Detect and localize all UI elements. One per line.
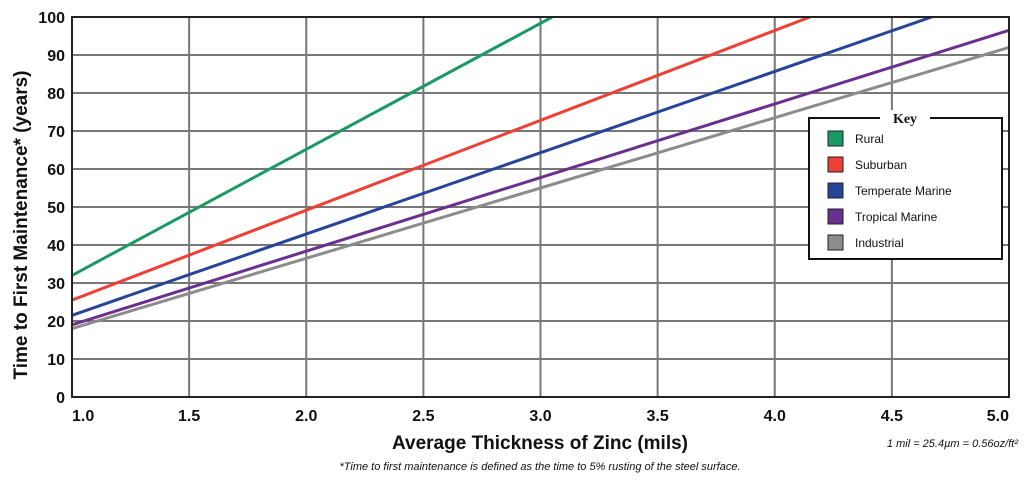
legend: Key Rural Suburban Temperate Marine Tropica… [808, 110, 1003, 260]
legend-label: Rural [855, 132, 884, 146]
plot-frame [71, 16, 1010, 398]
y-tick-label: 0 [56, 390, 65, 407]
x-tick-label: 2.0 [295, 408, 317, 425]
y-tick-labels: 0 10 20 30 40 50 60 70 80 90 100 [38, 10, 65, 407]
conversion-note: 1 mil = 25.4µm = 0.56oz/ft² [887, 438, 1018, 450]
y-axis-title: Time to First Maintenance* (years) [11, 70, 32, 379]
legend-swatch [827, 130, 844, 147]
series-line-temperate-marine [72, 17, 933, 317]
x-tick-labels: 1.0 1.5 2.0 2.5 3.0 3.5 4.0 4.5 5.0 [72, 408, 1009, 425]
legend-label: Suburban [855, 158, 907, 172]
legend-swatch [827, 156, 844, 173]
x-tick-label: 4.5 [881, 408, 903, 425]
y-tick-label: 100 [38, 10, 65, 27]
legend-title: Key [893, 112, 917, 127]
y-tick-label: 30 [47, 276, 65, 293]
legend-label: Temperate Marine [855, 184, 952, 198]
y-tick-label: 40 [47, 238, 65, 255]
legend-swatch [827, 234, 844, 251]
x-tick-label: 1.0 [72, 408, 94, 425]
x-tick-label: 1.5 [178, 408, 200, 425]
legend-swatch [827, 208, 844, 225]
series-lines [72, 17, 1009, 331]
x-tick-label: 2.5 [412, 408, 434, 425]
y-tick-label: 80 [47, 86, 65, 103]
y-tick-label: 20 [47, 314, 65, 331]
series-line-suburban [72, 17, 811, 302]
series-line-rural [72, 17, 553, 277]
legend-title-bg [880, 110, 930, 126]
footnote: *Time to first maintenance is defined as… [340, 461, 741, 473]
series-line-tropical-marine [72, 28, 1009, 327]
x-tick-label: 3.5 [647, 408, 669, 425]
y-tick-label: 10 [47, 352, 65, 369]
y-tick-label: 90 [47, 48, 65, 65]
legend-label: Tropical Marine [855, 210, 938, 224]
legend-label: Industrial [855, 236, 904, 250]
x-tick-label: 3.0 [529, 408, 551, 425]
y-tick-label: 70 [47, 124, 65, 141]
legend-swatch [827, 182, 844, 199]
series-line-industrial [72, 45, 1009, 331]
x-tick-label: 4.0 [764, 408, 786, 425]
y-tick-label: 60 [47, 162, 65, 179]
x-tick-label: 5.0 [987, 408, 1009, 425]
y-tick-label: 50 [47, 200, 65, 217]
x-axis-title: Average Thickness of Zinc (mils) [392, 433, 688, 454]
